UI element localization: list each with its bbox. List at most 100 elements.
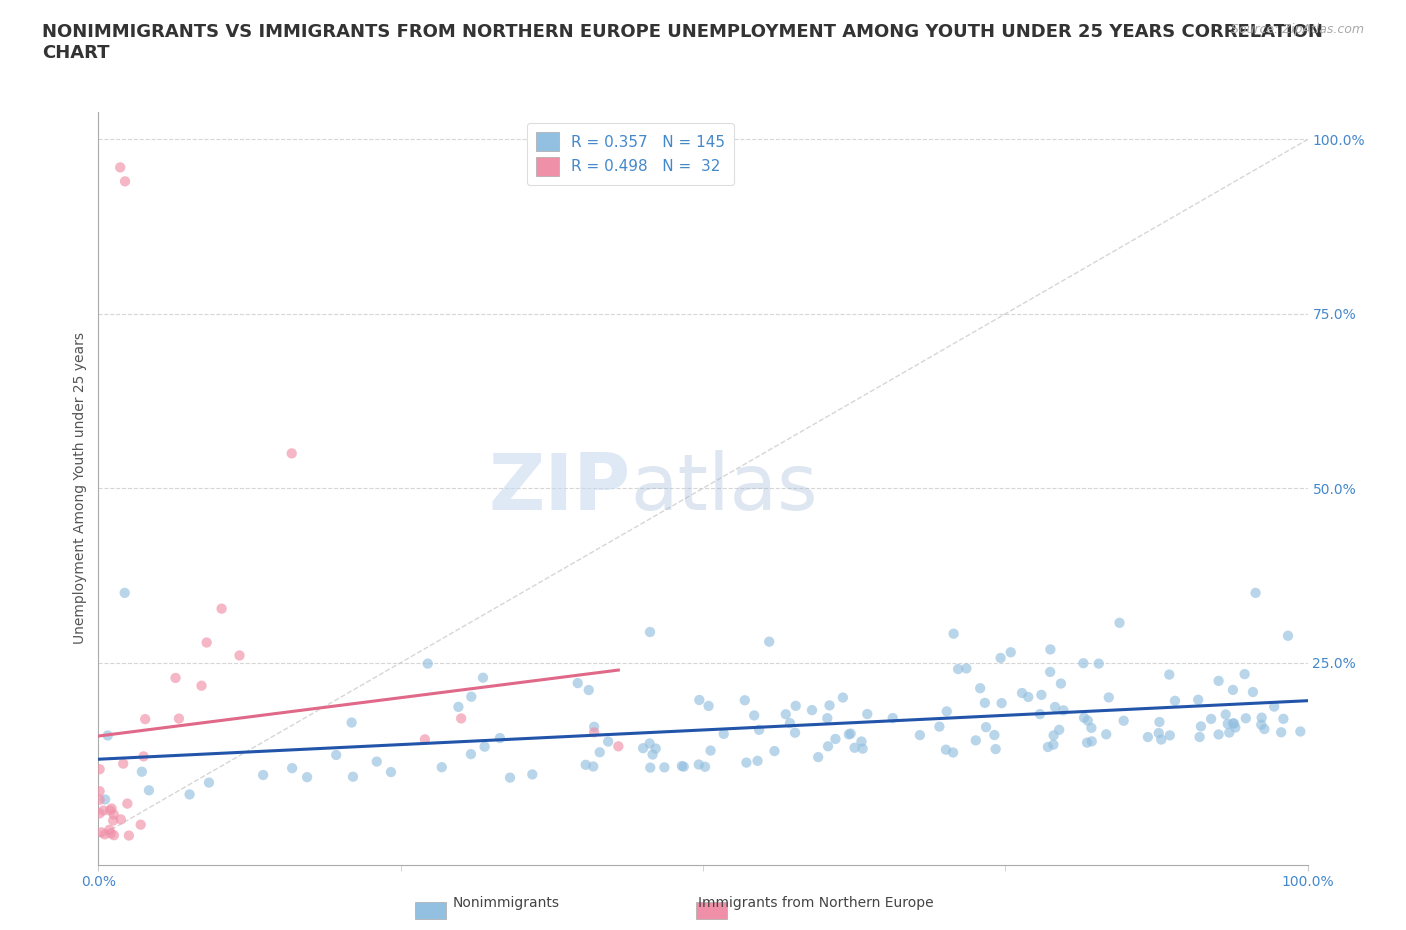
Point bbox=[1047, 723, 1070, 737]
Point bbox=[1000, 644, 1022, 659]
Point bbox=[983, 727, 1005, 742]
Point bbox=[974, 720, 997, 735]
Point bbox=[340, 715, 363, 730]
Point bbox=[831, 690, 853, 705]
Point bbox=[734, 693, 756, 708]
Point bbox=[1052, 703, 1074, 718]
Point bbox=[342, 769, 364, 784]
Point bbox=[114, 586, 136, 601]
Point bbox=[1039, 642, 1062, 657]
Point bbox=[1289, 724, 1312, 739]
Point bbox=[117, 796, 139, 811]
Point bbox=[89, 792, 111, 807]
Point bbox=[89, 806, 111, 821]
Point bbox=[583, 725, 606, 740]
Text: atlas: atlas bbox=[630, 450, 818, 526]
Point bbox=[195, 635, 218, 650]
Point bbox=[672, 759, 695, 774]
Point bbox=[98, 803, 121, 817]
Point bbox=[94, 827, 117, 842]
Point bbox=[134, 711, 156, 726]
Point bbox=[447, 699, 470, 714]
Point bbox=[607, 738, 630, 753]
Point bbox=[1150, 732, 1173, 747]
Point bbox=[281, 761, 304, 776]
Point bbox=[450, 711, 472, 726]
Point bbox=[100, 826, 122, 841]
Point bbox=[775, 707, 797, 722]
Point bbox=[1029, 707, 1052, 722]
Point bbox=[489, 731, 512, 746]
Point bbox=[817, 738, 839, 753]
Point bbox=[1189, 719, 1212, 734]
Point bbox=[366, 754, 388, 769]
Point bbox=[89, 784, 111, 799]
Point bbox=[190, 678, 212, 693]
Point bbox=[965, 733, 987, 748]
Point bbox=[1250, 717, 1272, 732]
Point bbox=[110, 812, 132, 827]
Point bbox=[138, 783, 160, 798]
Point bbox=[935, 704, 957, 719]
Point bbox=[1277, 629, 1299, 644]
Point bbox=[460, 747, 482, 762]
Point bbox=[1073, 656, 1095, 671]
Point bbox=[1223, 716, 1246, 731]
Point bbox=[1270, 724, 1292, 739]
Point bbox=[1011, 685, 1033, 700]
Point bbox=[1095, 727, 1118, 742]
Point bbox=[97, 728, 120, 743]
Point bbox=[1199, 711, 1222, 726]
Point bbox=[93, 804, 115, 818]
Point bbox=[118, 828, 141, 843]
Y-axis label: Unemployment Among Youth under 25 years: Unemployment Among Youth under 25 years bbox=[73, 332, 87, 644]
Point bbox=[1031, 687, 1053, 702]
Point bbox=[908, 727, 931, 742]
Point bbox=[785, 698, 807, 713]
Point bbox=[100, 801, 122, 816]
Point bbox=[990, 650, 1012, 665]
Point bbox=[1073, 711, 1095, 725]
Point bbox=[852, 741, 875, 756]
Point bbox=[1036, 739, 1059, 754]
Point bbox=[1241, 684, 1264, 699]
Point bbox=[1108, 616, 1130, 631]
Point bbox=[198, 775, 221, 790]
Point bbox=[1039, 664, 1062, 679]
Point bbox=[638, 736, 661, 751]
Point bbox=[103, 828, 125, 843]
Point bbox=[108, 160, 131, 175]
Point bbox=[1042, 728, 1064, 743]
Point bbox=[699, 743, 721, 758]
Point bbox=[89, 762, 111, 777]
Point bbox=[583, 719, 606, 734]
Point bbox=[129, 817, 152, 832]
Point bbox=[578, 683, 600, 698]
Point bbox=[1208, 727, 1230, 742]
Point bbox=[654, 760, 676, 775]
Point bbox=[1215, 707, 1237, 722]
Point bbox=[413, 732, 436, 747]
Point bbox=[946, 661, 969, 676]
Legend: R = 0.357   N = 145, R = 0.498   N =  32: R = 0.357 N = 145, R = 0.498 N = 32 bbox=[527, 123, 734, 185]
Point bbox=[856, 707, 879, 722]
Point bbox=[101, 813, 124, 828]
Point bbox=[928, 719, 950, 734]
Point bbox=[671, 759, 693, 774]
Point bbox=[815, 711, 838, 725]
Text: Source: ZipAtlas.com: Source: ZipAtlas.com bbox=[1230, 23, 1364, 36]
Point bbox=[851, 734, 873, 749]
Point bbox=[132, 749, 155, 764]
Point bbox=[522, 767, 544, 782]
Point bbox=[567, 676, 589, 691]
Point bbox=[90, 825, 112, 840]
Point bbox=[1076, 736, 1098, 751]
Point bbox=[1098, 690, 1121, 705]
Point bbox=[165, 671, 187, 685]
Point bbox=[818, 698, 841, 713]
Point bbox=[1136, 730, 1159, 745]
Point bbox=[644, 741, 666, 756]
Text: Nonimmigrants: Nonimmigrants bbox=[453, 896, 560, 910]
Point bbox=[325, 748, 347, 763]
Text: NONIMMIGRANTS VS IMMIGRANTS FROM NORTHERN EUROPE UNEMPLOYMENT AMONG YOUTH UNDER : NONIMMIGRANTS VS IMMIGRANTS FROM NORTHER… bbox=[42, 23, 1323, 62]
